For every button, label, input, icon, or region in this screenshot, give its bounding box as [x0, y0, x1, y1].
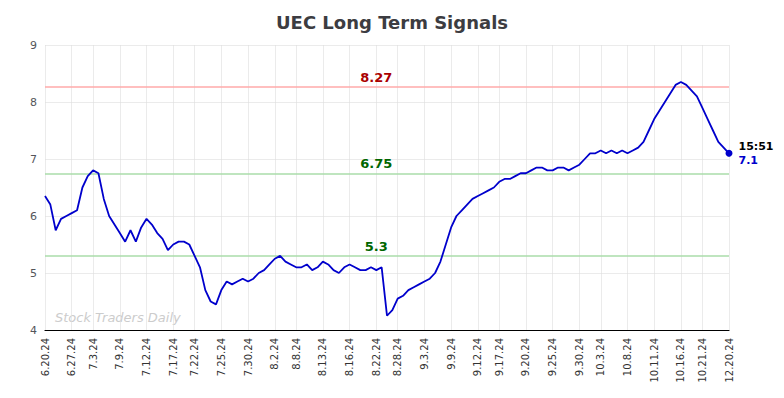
svg-text:10.8.24: 10.8.24	[622, 338, 633, 376]
svg-text:Stock Traders Daily: Stock Traders Daily	[55, 310, 181, 325]
svg-text:8.28.24: 8.28.24	[392, 338, 403, 376]
svg-text:8.2.24: 8.2.24	[269, 338, 280, 370]
svg-text:5: 5	[30, 267, 37, 280]
svg-text:8.13.24: 8.13.24	[317, 338, 328, 376]
svg-text:6.27.24: 6.27.24	[66, 338, 77, 376]
svg-text:6.20.24: 6.20.24	[40, 338, 51, 376]
svg-text:7.22.24: 7.22.24	[189, 338, 200, 376]
svg-text:15:51: 15:51	[739, 140, 774, 153]
svg-text:9.12.24: 9.12.24	[472, 338, 483, 376]
svg-text:7.3.24: 7.3.24	[88, 338, 99, 370]
svg-text:7.30.24: 7.30.24	[243, 338, 254, 376]
svg-text:7.25.24: 7.25.24	[216, 338, 227, 376]
svg-text:7.1: 7.1	[739, 154, 759, 167]
svg-text:UEC Long Term Signals: UEC Long Term Signals	[276, 12, 508, 33]
svg-text:9: 9	[30, 39, 37, 52]
svg-text:9.25.24: 9.25.24	[547, 338, 558, 376]
svg-text:7: 7	[30, 153, 37, 166]
svg-text:8.27: 8.27	[360, 70, 392, 85]
svg-text:4: 4	[30, 324, 37, 337]
svg-text:9.20.24: 9.20.24	[520, 338, 531, 376]
svg-text:6: 6	[30, 210, 37, 223]
svg-text:9.9.24: 9.9.24	[446, 338, 457, 370]
svg-text:7.17.24: 7.17.24	[168, 338, 179, 376]
svg-text:7.12.24: 7.12.24	[141, 338, 152, 376]
svg-text:5.3: 5.3	[365, 239, 388, 254]
svg-text:9.17.24: 9.17.24	[494, 338, 505, 376]
svg-text:10.21.24: 10.21.24	[697, 338, 708, 383]
svg-text:9.30.24: 9.30.24	[574, 338, 585, 376]
svg-text:6.75: 6.75	[360, 156, 392, 171]
svg-text:8: 8	[30, 96, 37, 109]
svg-text:8.16.24: 8.16.24	[344, 338, 355, 376]
svg-text:9.3.24: 9.3.24	[419, 338, 430, 370]
svg-text:10.11.24: 10.11.24	[649, 338, 660, 383]
svg-text:12.20.24: 12.20.24	[724, 338, 735, 383]
svg-text:10.3.24: 10.3.24	[595, 338, 606, 376]
svg-text:7.9.24: 7.9.24	[114, 338, 125, 370]
svg-text:8.8.24: 8.8.24	[291, 338, 302, 370]
svg-text:10.16.24: 10.16.24	[675, 338, 686, 383]
svg-text:8.22.24: 8.22.24	[371, 338, 382, 376]
